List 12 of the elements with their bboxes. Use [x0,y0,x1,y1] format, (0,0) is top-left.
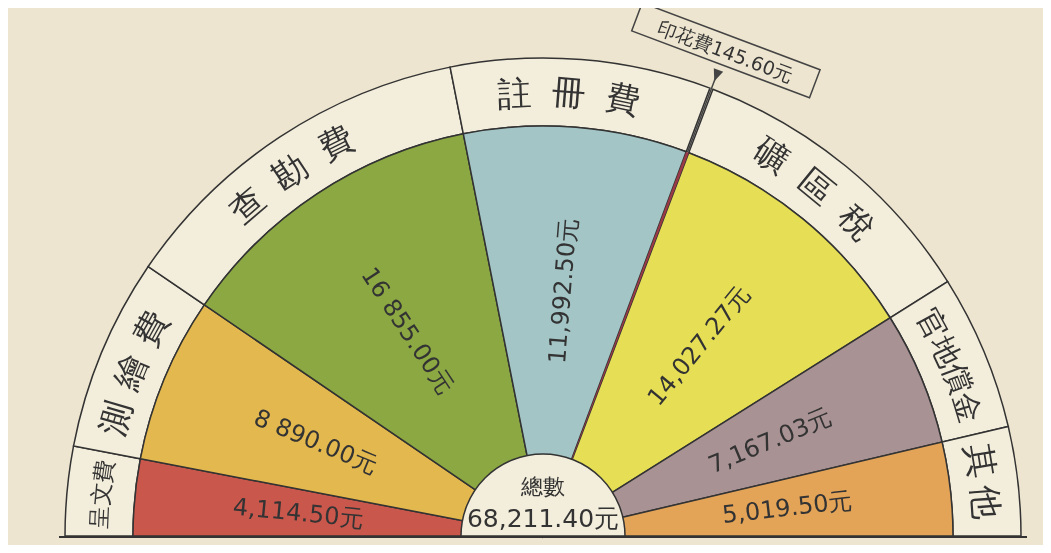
slice-label: 官地償金 [910,302,989,427]
data-label: 5,019.50元 [720,486,854,530]
text: 總數 [520,473,565,499]
data-label: 11,992.50元 [542,216,583,365]
slice-label: 其他 [958,440,1008,528]
slice-label: 礦區稅 [746,129,898,264]
slice-label: 註冊費 [496,71,664,127]
text: 68,211.40元 [466,503,620,533]
slice-label: 呈文費 [85,457,119,529]
data-label: 4,114.50元 [231,492,365,533]
slice-label: 測繪費 [90,290,184,441]
slice-label: 查勘費 [221,108,379,232]
